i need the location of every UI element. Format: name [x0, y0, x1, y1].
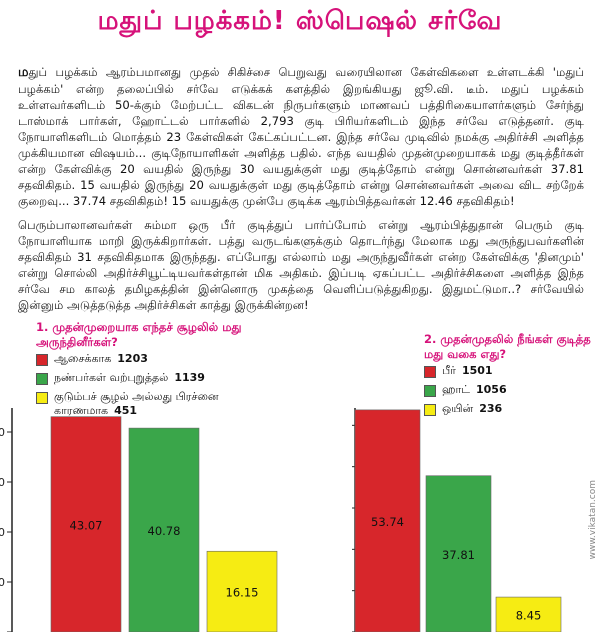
- article-paragraph-1: மதுப் பழக்கம் ஆரம்பமானது முதல் சிகிச்சை …: [18, 64, 584, 209]
- legend-label: நண்பர்கள் வற்புறுத்தல் 1139: [54, 371, 205, 384]
- bar-1: [354, 409, 421, 632]
- bar-value-label: 8.45: [516, 609, 542, 623]
- chart1-question: 1. முதன்முறையாக எந்தச் சூழலில் மது அருந்…: [36, 320, 242, 349]
- drop-cap: ம: [18, 65, 29, 80]
- bar-value-label: 40.78: [148, 524, 181, 538]
- legend-label: ஒயின் 236: [442, 402, 503, 415]
- legend-swatch-yellow: [36, 392, 48, 404]
- chart2-legend: பீர் 1501 ஹாட் 1056 ஒயின் 236: [424, 364, 594, 421]
- y-tick-label: 10: [0, 576, 5, 589]
- legend-label: பீர் 1501: [442, 364, 493, 377]
- bar-value-label: 53.74: [371, 515, 404, 529]
- legend-label: ஆசைக்காக 1203: [54, 352, 148, 365]
- legend-swatch-green: [36, 373, 48, 385]
- bar-2: [128, 427, 200, 632]
- chart2-legend-item-1: பீர் 1501: [424, 364, 594, 378]
- y-tick-label: 40: [0, 426, 5, 439]
- paragraph-1-text: துப் பழக்கம் ஆரம்பமானது முதல் சிகிச்சை ப…: [18, 65, 584, 208]
- legend-swatch-green: [424, 385, 436, 397]
- legend-label: குடும்பச் சூழல் அல்லது பிரச்னை காரணமாக 45…: [54, 390, 219, 417]
- chart1-legend-item-1: ஆசைக்காக 1203: [36, 352, 268, 366]
- chart1-legend-item-2: நண்பர்கள் வற்புறுத்தல் 1139: [36, 371, 268, 385]
- bar-1: [50, 416, 122, 632]
- chart2-legend-item-3: ஒயின் 236: [424, 402, 594, 416]
- y-tick-label: 20: [0, 526, 5, 539]
- chart1-legend: ஆசைக்காக 1203 நண்பர்கள் வற்புறுத்தல் 1139 …: [36, 352, 268, 423]
- legend-swatch-red: [424, 366, 436, 378]
- legend-label: ஹாட் 1056: [442, 383, 507, 396]
- site-credit: www.vikatan.com: [588, 480, 598, 560]
- bar-value-label: 16.15: [226, 586, 259, 600]
- chart2-legend-item-2: ஹாட் 1056: [424, 383, 594, 397]
- article-body: மதுப் பழக்கம் ஆரம்பமானது முதல் சிகிச்சை …: [18, 64, 584, 321]
- chart2-question: 2. முதன்முதலில் நீங்கள் குடித்த மது வகை …: [424, 332, 591, 361]
- bar-3: [206, 550, 278, 632]
- legend-swatch-yellow: [424, 404, 436, 416]
- bar-3: [495, 596, 562, 632]
- bar-value-label: 43.07: [70, 518, 103, 532]
- bar-value-label: 37.81: [442, 548, 475, 562]
- y-tick-label: 30: [0, 476, 5, 489]
- bar-2: [425, 475, 492, 632]
- article-paragraph-2: பெரும்பாலானவர்கள் சும்மா ஒரு பீர் குடித்…: [18, 218, 584, 312]
- chart1-plot: 10 20 30 40 43.07 40.78 16.15: [0, 408, 278, 632]
- chart1-legend-item-3: குடும்பச் சூழல் அல்லது பிரச்னை காரணமாக 45…: [36, 390, 268, 418]
- legend-swatch-red: [36, 354, 48, 366]
- page-title: மதுப் பழக்கம்! ஸ்பெஷல் சர்வே: [97, 6, 503, 36]
